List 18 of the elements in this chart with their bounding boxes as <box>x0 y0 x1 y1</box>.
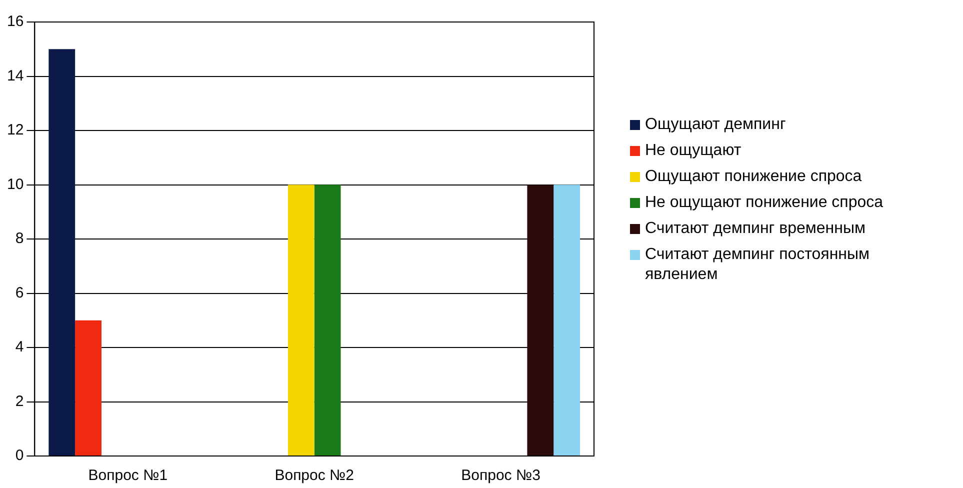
y-tick-label: 10 <box>6 176 24 193</box>
y-tick-label: 12 <box>6 122 24 139</box>
y-tick-label: 14 <box>6 67 24 84</box>
y-tick-label: 16 <box>6 13 24 30</box>
y-tick-label: 2 <box>15 392 24 410</box>
legend-label: Ощущают демпинг <box>645 115 786 135</box>
x-tick-label: Вопрос №3 <box>461 467 540 484</box>
x-tick-label: Вопрос №1 <box>88 467 168 484</box>
y-tick-label: 4 <box>15 338 24 356</box>
legend-label: Не ощущают <box>645 141 742 161</box>
legend-label: Считают демпинг постоянным явлением <box>645 245 871 285</box>
legend-label: Ощущают понижение спроса <box>645 167 862 187</box>
y-tick-label: 8 <box>15 230 24 248</box>
y-tick-label: 0 <box>15 447 24 464</box>
x-tick-label: Вопрос №2 <box>274 467 354 484</box>
legend-label: Не ощущают понижение спроса <box>645 193 884 213</box>
legend-label: Считают демпинг временным <box>645 219 866 239</box>
y-tick-label: 6 <box>15 284 24 302</box>
